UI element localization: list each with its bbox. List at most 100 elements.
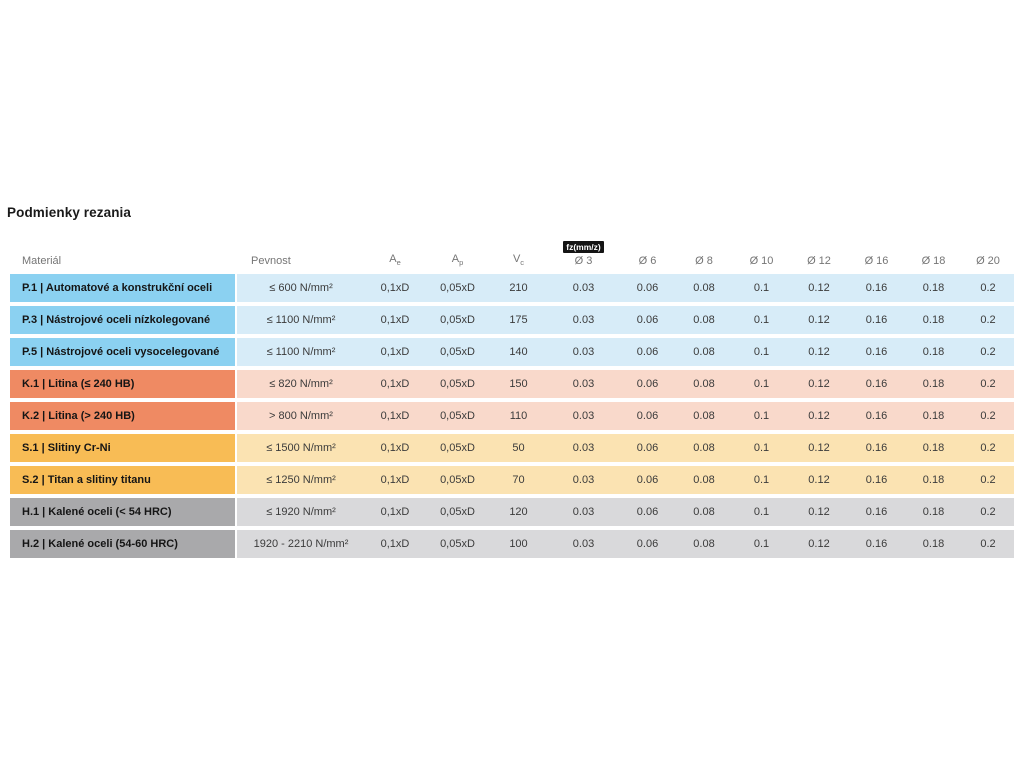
- page-title: Podmienky rezania: [7, 205, 131, 220]
- value-cell: 0.1: [733, 338, 790, 366]
- value-cell: 0.08: [675, 530, 733, 558]
- ap-label: A: [451, 252, 460, 265]
- value-cell: 0.06: [620, 498, 675, 526]
- value-cell: 0,1xD: [365, 466, 425, 494]
- value-cell: 210: [490, 274, 547, 302]
- value-cell: 0.12: [790, 434, 848, 462]
- value-cell: 0,1xD: [365, 530, 425, 558]
- value-cell: 0.16: [848, 306, 905, 334]
- d3-label: Ø 3: [574, 255, 593, 267]
- value-cell: 0.1: [733, 498, 790, 526]
- value-cell: 0.18: [905, 306, 962, 334]
- column-header-vc: Vc: [490, 234, 547, 270]
- value-cell: 0,1xD: [365, 306, 425, 334]
- value-cell: 0.08: [675, 370, 733, 398]
- value-cell: 0.16: [848, 466, 905, 494]
- value-cell: 150: [490, 370, 547, 398]
- value-cell: 100: [490, 530, 547, 558]
- value-cell: 0,1xD: [365, 370, 425, 398]
- value-cell: 0.08: [675, 466, 733, 494]
- value-cell: 0,1xD: [365, 274, 425, 302]
- value-cell: > 800 N/mm²: [237, 402, 365, 430]
- material-cell: H.2 | Kalené oceli (54-60 HRC): [10, 530, 237, 558]
- fz-unit-badge: fz(mm/z): [563, 241, 604, 253]
- column-header-d10: Ø 10: [749, 255, 774, 267]
- value-cell: 0.12: [790, 498, 848, 526]
- value-cell: 0,05xD: [425, 434, 490, 462]
- value-cell: 0.03: [547, 402, 620, 430]
- table-row: S.1 | Slitiny Cr-Ni ≤ 1500 N/mm² 0,1xD 0…: [10, 434, 1014, 462]
- vc-subscript: c: [520, 258, 525, 267]
- column-header-strength: Pevnost: [251, 255, 291, 267]
- value-cell: 0,05xD: [425, 402, 490, 430]
- value-cell: 0.03: [547, 306, 620, 334]
- value-cell: 0.03: [547, 338, 620, 366]
- value-cell: 0.06: [620, 466, 675, 494]
- value-cell: 0,05xD: [425, 498, 490, 526]
- value-cell: 0.1: [733, 434, 790, 462]
- value-cell: 0.08: [675, 434, 733, 462]
- value-cell: 0.18: [905, 338, 962, 366]
- value-cell: 0.1: [733, 306, 790, 334]
- value-cell: 0.03: [547, 498, 620, 526]
- table-body: P.1 | Automatové a konstrukční oceli ≤ 6…: [10, 274, 1014, 558]
- material-cell: P.5 | Nástrojové oceli vysocelegované: [10, 338, 237, 366]
- ae-label: A: [389, 252, 397, 265]
- value-cell: 0.08: [675, 306, 733, 334]
- value-cell: 0.06: [620, 274, 675, 302]
- value-cell: 0.1: [733, 530, 790, 558]
- vc-label: V: [512, 252, 521, 265]
- value-cell: 0.06: [620, 402, 675, 430]
- value-cell: 0.1: [733, 370, 790, 398]
- value-cell: 50: [490, 434, 547, 462]
- value-cell: 0,05xD: [425, 306, 490, 334]
- ap-subscript: p: [459, 258, 464, 267]
- value-cell: 1920 - 2210 N/mm²: [237, 530, 365, 558]
- value-cell: 0.16: [848, 402, 905, 430]
- table-row: P.1 | Automatové a konstrukční oceli ≤ 6…: [10, 274, 1014, 302]
- value-cell: 0.06: [620, 434, 675, 462]
- value-cell: 0,05xD: [425, 274, 490, 302]
- column-header-d20: Ø 20: [976, 255, 1000, 267]
- value-cell: 0.18: [905, 466, 962, 494]
- value-cell: 0,05xD: [425, 530, 490, 558]
- value-cell: 0.1: [733, 402, 790, 430]
- value-cell: 0,05xD: [425, 338, 490, 366]
- value-cell: 0,1xD: [365, 402, 425, 430]
- value-cell: 120: [490, 498, 547, 526]
- value-cell: 0.12: [790, 274, 848, 302]
- value-cell: 0.03: [547, 434, 620, 462]
- table-row: H.1 | Kalené oceli (< 54 HRC) ≤ 1920 N/m…: [10, 498, 1014, 526]
- value-cell: 0.12: [790, 338, 848, 366]
- value-cell: 0.08: [675, 402, 733, 430]
- value-cell: 0,1xD: [365, 338, 425, 366]
- value-cell: 0.08: [675, 338, 733, 366]
- material-cell: H.1 | Kalené oceli (< 54 HRC): [10, 498, 237, 526]
- cutting-conditions-table: Materiál Pevnost Ae Ap Vc fz(mm/z) Ø 3 Ø…: [10, 230, 1014, 562]
- material-cell: K.2 | Litina (> 240 HB): [10, 402, 237, 430]
- value-cell: 0.18: [905, 530, 962, 558]
- value-cell: 0.16: [848, 338, 905, 366]
- value-cell: 0.06: [620, 306, 675, 334]
- column-header-d6: Ø 6: [638, 255, 657, 267]
- value-cell: 0.2: [962, 370, 1014, 398]
- value-cell: 0.06: [620, 338, 675, 366]
- value-cell: 140: [490, 338, 547, 366]
- table-row: P.5 | Nástrojové oceli vysocelegované ≤ …: [10, 338, 1014, 366]
- value-cell: ≤ 1500 N/mm²: [237, 434, 365, 462]
- value-cell: 0,05xD: [425, 466, 490, 494]
- value-cell: 0.06: [620, 370, 675, 398]
- value-cell: 0.1: [733, 466, 790, 494]
- table-row: P.3 | Nástrojové oceli nízkolegované ≤ 1…: [10, 306, 1014, 334]
- material-cell: P.3 | Nástrojové oceli nízkolegované: [10, 306, 237, 334]
- value-cell: ≤ 600 N/mm²: [237, 274, 365, 302]
- value-cell: 0.2: [962, 466, 1014, 494]
- value-cell: 0.18: [905, 498, 962, 526]
- value-cell: 0.2: [962, 434, 1014, 462]
- value-cell: 0,1xD: [365, 434, 425, 462]
- value-cell: 70: [490, 466, 547, 494]
- value-cell: 0.2: [962, 402, 1014, 430]
- value-cell: 0.18: [905, 402, 962, 430]
- value-cell: 0,1xD: [365, 498, 425, 526]
- value-cell: 0.16: [848, 274, 905, 302]
